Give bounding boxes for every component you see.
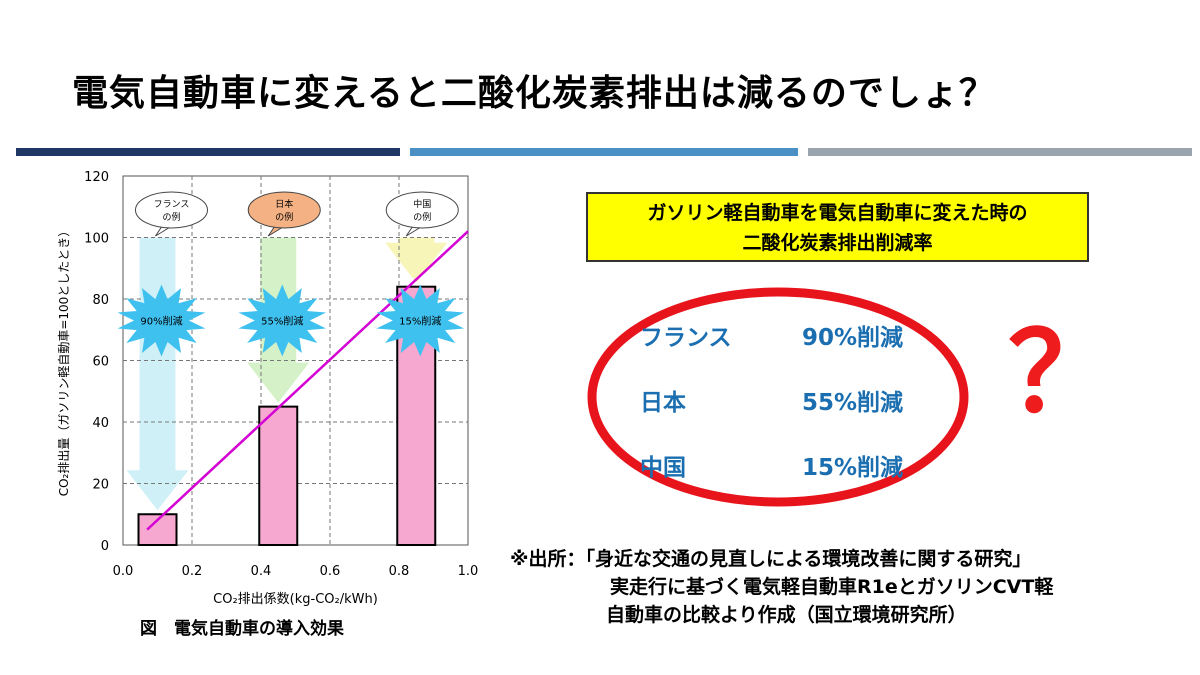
y-axis-label: CO₂排出量（ガソリン軽自動車=100としたとき） (57, 225, 71, 497)
x-tick-label: 0.4 (251, 564, 272, 579)
y-tick-label: 80 (92, 293, 109, 308)
slide-title: 電気自動車に変えると二酸化炭素排出は減るのでしょ？ (72, 73, 996, 114)
reduction-arrow (385, 237, 448, 283)
speech-label: の例 (162, 211, 180, 223)
figure-caption: 図 電気自動車の導入効果 (140, 619, 344, 639)
result-country-japan: 日本 (640, 390, 686, 416)
speech-bubble (135, 191, 208, 229)
y-tick-label: 20 (92, 478, 109, 493)
question-mark: ？ (1008, 309, 1118, 437)
y-tick-label: 100 (84, 232, 109, 247)
reduction-burst (376, 284, 465, 357)
x-tick-label: 1.0 (458, 564, 479, 579)
x-tick-label: 0.0 (113, 564, 134, 579)
header-rule-blue (410, 148, 798, 156)
co2-chart: 90%削減 55%削減 15%削減フランスの例日本の例中国の例02040608010… (57, 170, 479, 607)
bar (258, 405, 299, 546)
result-country-france: フランス (640, 325, 732, 351)
callout-line-1: ガソリン軽自動車を電気自動車に変えた時の (647, 202, 1028, 224)
y-tick-label: 0 (101, 539, 109, 554)
speech-label: フランス (154, 199, 190, 210)
burst-label: 55%削減 (261, 315, 303, 328)
callout-line-2: 二酸化炭素排出削減率 (742, 232, 933, 254)
trend-line (146, 230, 469, 531)
x-tick-label: 0.2 (182, 564, 203, 579)
header-rule-dark (16, 148, 400, 156)
speech-label: 日本 (275, 198, 293, 210)
speech-bubble (385, 191, 459, 229)
reduction-burst (117, 284, 206, 357)
results-ellipse (587, 287, 969, 507)
x-tick-label: 0.6 (320, 564, 341, 579)
speech-label: の例 (413, 211, 431, 223)
speech-bubble (247, 191, 321, 229)
result-value-france: 90%削減 (802, 325, 904, 351)
x-axis-label: CO₂排出係数(kg-CO₂/kWh) (213, 592, 378, 607)
result-value-china: 15%削減 (802, 455, 904, 481)
y-tick-label: 60 (92, 355, 109, 370)
result-country-china: 中国 (640, 455, 686, 481)
result-value-japan: 55%削減 (802, 390, 904, 416)
burst-label: 90%削減 (140, 315, 182, 328)
header-rule-gray (808, 148, 1192, 156)
x-tick-label: 0.8 (389, 564, 410, 579)
reduction-burst (238, 284, 327, 357)
speech-label: 中国 (413, 198, 431, 210)
source-line-3: 自動車の比較より作成（国立環境研究所） (606, 604, 967, 626)
y-tick-label: 120 (84, 170, 109, 185)
callout-box: ガソリン軽自動車を電気自動車に変えた時の 二酸化炭素排出削減率 (586, 192, 1089, 262)
source-line-2: 実走行に基づく電気軽自動車R1eとガソリンCVT軽 (610, 576, 1054, 598)
source-line-1: ※出所：「身近な交通の見直しによる環境改善に関する研究」 (510, 548, 1032, 570)
y-tick-label: 40 (92, 416, 109, 431)
burst-label: 15%削減 (399, 315, 441, 328)
speech-label: の例 (275, 211, 293, 223)
